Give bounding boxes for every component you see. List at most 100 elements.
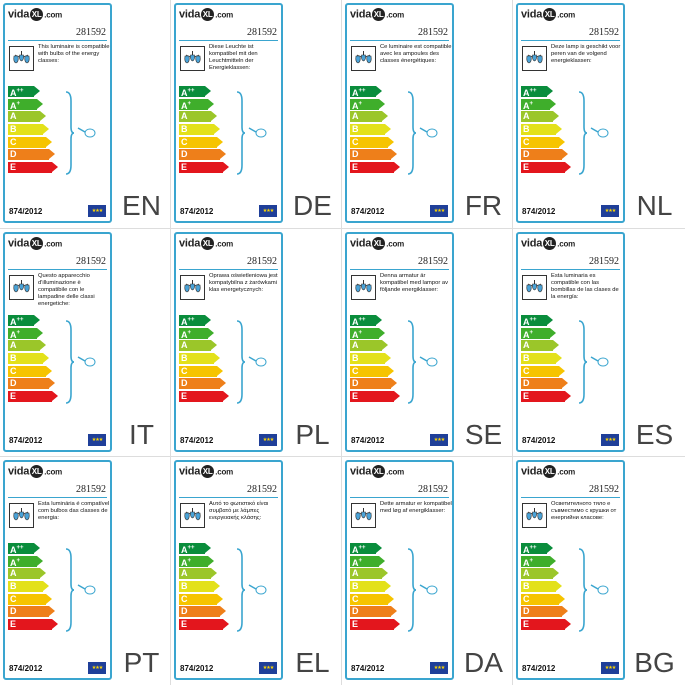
bulb-icon	[77, 584, 96, 595]
energy-class-bar: A++	[350, 315, 382, 327]
bulb-icon	[419, 127, 438, 138]
lamp-icon	[522, 46, 547, 71]
energy-class-bar: E	[179, 391, 229, 403]
lamp-icon	[180, 503, 205, 528]
energy-class-bar: E	[350, 391, 400, 403]
vidaxl-logo: vida XL .com	[8, 237, 63, 250]
energy-class-scale: A++ A+ A B C D E	[350, 543, 400, 632]
bulb-icon	[590, 127, 609, 138]
compatibility-text: Αυτό το φωτιστικό είναι συμβατό με λάμπε…	[209, 501, 269, 521]
compatibility-text: Esta luminaria es compatible con las bom…	[551, 273, 619, 300]
vidaxl-logo: vida XL .com	[8, 465, 63, 478]
divider-line	[179, 497, 278, 498]
energy-class-bar: B	[8, 353, 49, 365]
energy-label-card: vida XL .com 281592 Questo apparecchio d'i…	[3, 232, 112, 452]
energy-class-bar: A++	[8, 86, 40, 98]
energy-class-bar: B	[179, 353, 220, 365]
energy-class-bar: B	[8, 581, 49, 593]
energy-class-bar: A++	[350, 543, 382, 555]
energy-label-card: vida XL .com 281592 Denna armatur är kompa…	[345, 232, 454, 452]
regulation-number: 874/2012	[9, 436, 43, 445]
energy-class-bar: B	[521, 581, 562, 593]
energy-class-bar: E	[8, 162, 58, 174]
energy-class-bar: E	[350, 619, 400, 631]
energy-class-bar: C	[8, 593, 52, 605]
brace-icon	[236, 320, 246, 404]
divider-line	[179, 269, 278, 270]
energy-class-scale: A++ A+ A B C D E	[179, 315, 229, 404]
eu-flag-icon: ★★★	[259, 662, 277, 674]
energy-class-bar: E	[8, 619, 58, 631]
energy-label-cell-se: vida XL .com 281592 Denna armatur är kompa…	[342, 229, 513, 457]
energy-label-cell-it: vida XL .com 281592 Questo apparecchio d'i…	[0, 229, 171, 457]
energy-class-bar: E	[521, 162, 571, 174]
energy-class-bar: D	[8, 149, 55, 161]
compatibility-text: This luminaire is compatible with bulbs …	[38, 44, 110, 64]
energy-label-cell-en: vida XL .com 281592 This luminaire is comp…	[0, 0, 171, 228]
lamp-icon	[351, 46, 376, 71]
product-code: 281592	[76, 256, 106, 267]
energy-class-scale: A++ A+ A B C D E	[350, 86, 400, 175]
energy-class-bar: A+	[179, 98, 214, 111]
divider-line	[350, 497, 449, 498]
lamp-icon	[351, 503, 376, 528]
bulb-icon	[419, 356, 438, 367]
energy-label-card: vida XL .com 281592 This luminaire is comp…	[3, 3, 112, 223]
vidaxl-logo: vida XL .com	[350, 237, 405, 250]
energy-class-bar: D	[521, 606, 568, 618]
language-code: SE	[464, 419, 503, 450]
regulation-number: 874/2012	[351, 207, 385, 216]
lamp-icon	[9, 275, 34, 300]
energy-class-bar: B	[8, 124, 49, 136]
language-code: PL	[295, 419, 330, 450]
energy-class-bar: E	[521, 619, 571, 631]
energy-class-scale: A++ A+ A B C D E	[179, 86, 229, 175]
product-code: 281592	[418, 27, 448, 38]
product-code: 281592	[589, 256, 619, 267]
divider-line	[8, 40, 107, 41]
vidaxl-logo: vida XL .com	[179, 237, 234, 250]
energy-class-bar: A+	[8, 327, 43, 340]
lamp-icon	[351, 275, 376, 300]
lamp-icon	[9, 46, 34, 71]
energy-class-bar: B	[350, 124, 391, 136]
energy-class-bar: B	[521, 124, 562, 136]
energy-class-bar: C	[350, 593, 394, 605]
energy-class-bar: A	[521, 340, 559, 352]
eu-flag-icon: ★★★	[430, 662, 448, 674]
brace-icon	[578, 91, 588, 175]
energy-class-bar: A+	[350, 555, 385, 568]
product-code: 281592	[247, 27, 277, 38]
brace-icon	[407, 320, 417, 404]
energy-label-card: vida XL .com 281592 Deze lamp is geschikt …	[516, 3, 625, 223]
eu-flag-icon: ★★★	[430, 205, 448, 217]
energy-class-bar: A+	[350, 98, 385, 111]
energy-label-card: vida XL .com 281592 Diese Leuchte ist komp…	[174, 3, 283, 223]
energy-class-bar: C	[350, 365, 394, 377]
energy-class-bar: A	[350, 340, 388, 352]
regulation-number: 874/2012	[351, 664, 385, 673]
energy-class-bar: E	[521, 391, 571, 403]
product-code: 281592	[247, 484, 277, 495]
energy-class-bar: C	[521, 593, 565, 605]
energy-class-bar: E	[350, 162, 400, 174]
energy-class-bar: C	[179, 593, 223, 605]
energy-class-bar: E	[8, 391, 58, 403]
eu-flag-icon: ★★★	[259, 434, 277, 446]
bulb-icon	[590, 584, 609, 595]
language-code: EL	[295, 647, 330, 678]
energy-label-cell-pt: vida XL .com 281592 Esta luminária é compa…	[0, 457, 171, 685]
energy-class-bar: A+	[521, 555, 556, 568]
divider-line	[521, 269, 620, 270]
vidaxl-logo: vida XL .com	[179, 465, 234, 478]
bulb-icon	[590, 356, 609, 367]
divider-line	[8, 497, 107, 498]
regulation-number: 874/2012	[522, 207, 556, 216]
vidaxl-logo: vida XL .com	[179, 8, 234, 21]
lamp-icon	[180, 46, 205, 71]
energy-class-bar: B	[521, 353, 562, 365]
eu-flag-icon: ★★★	[88, 434, 106, 446]
energy-class-bar: C	[350, 136, 394, 148]
product-code: 281592	[418, 256, 448, 267]
